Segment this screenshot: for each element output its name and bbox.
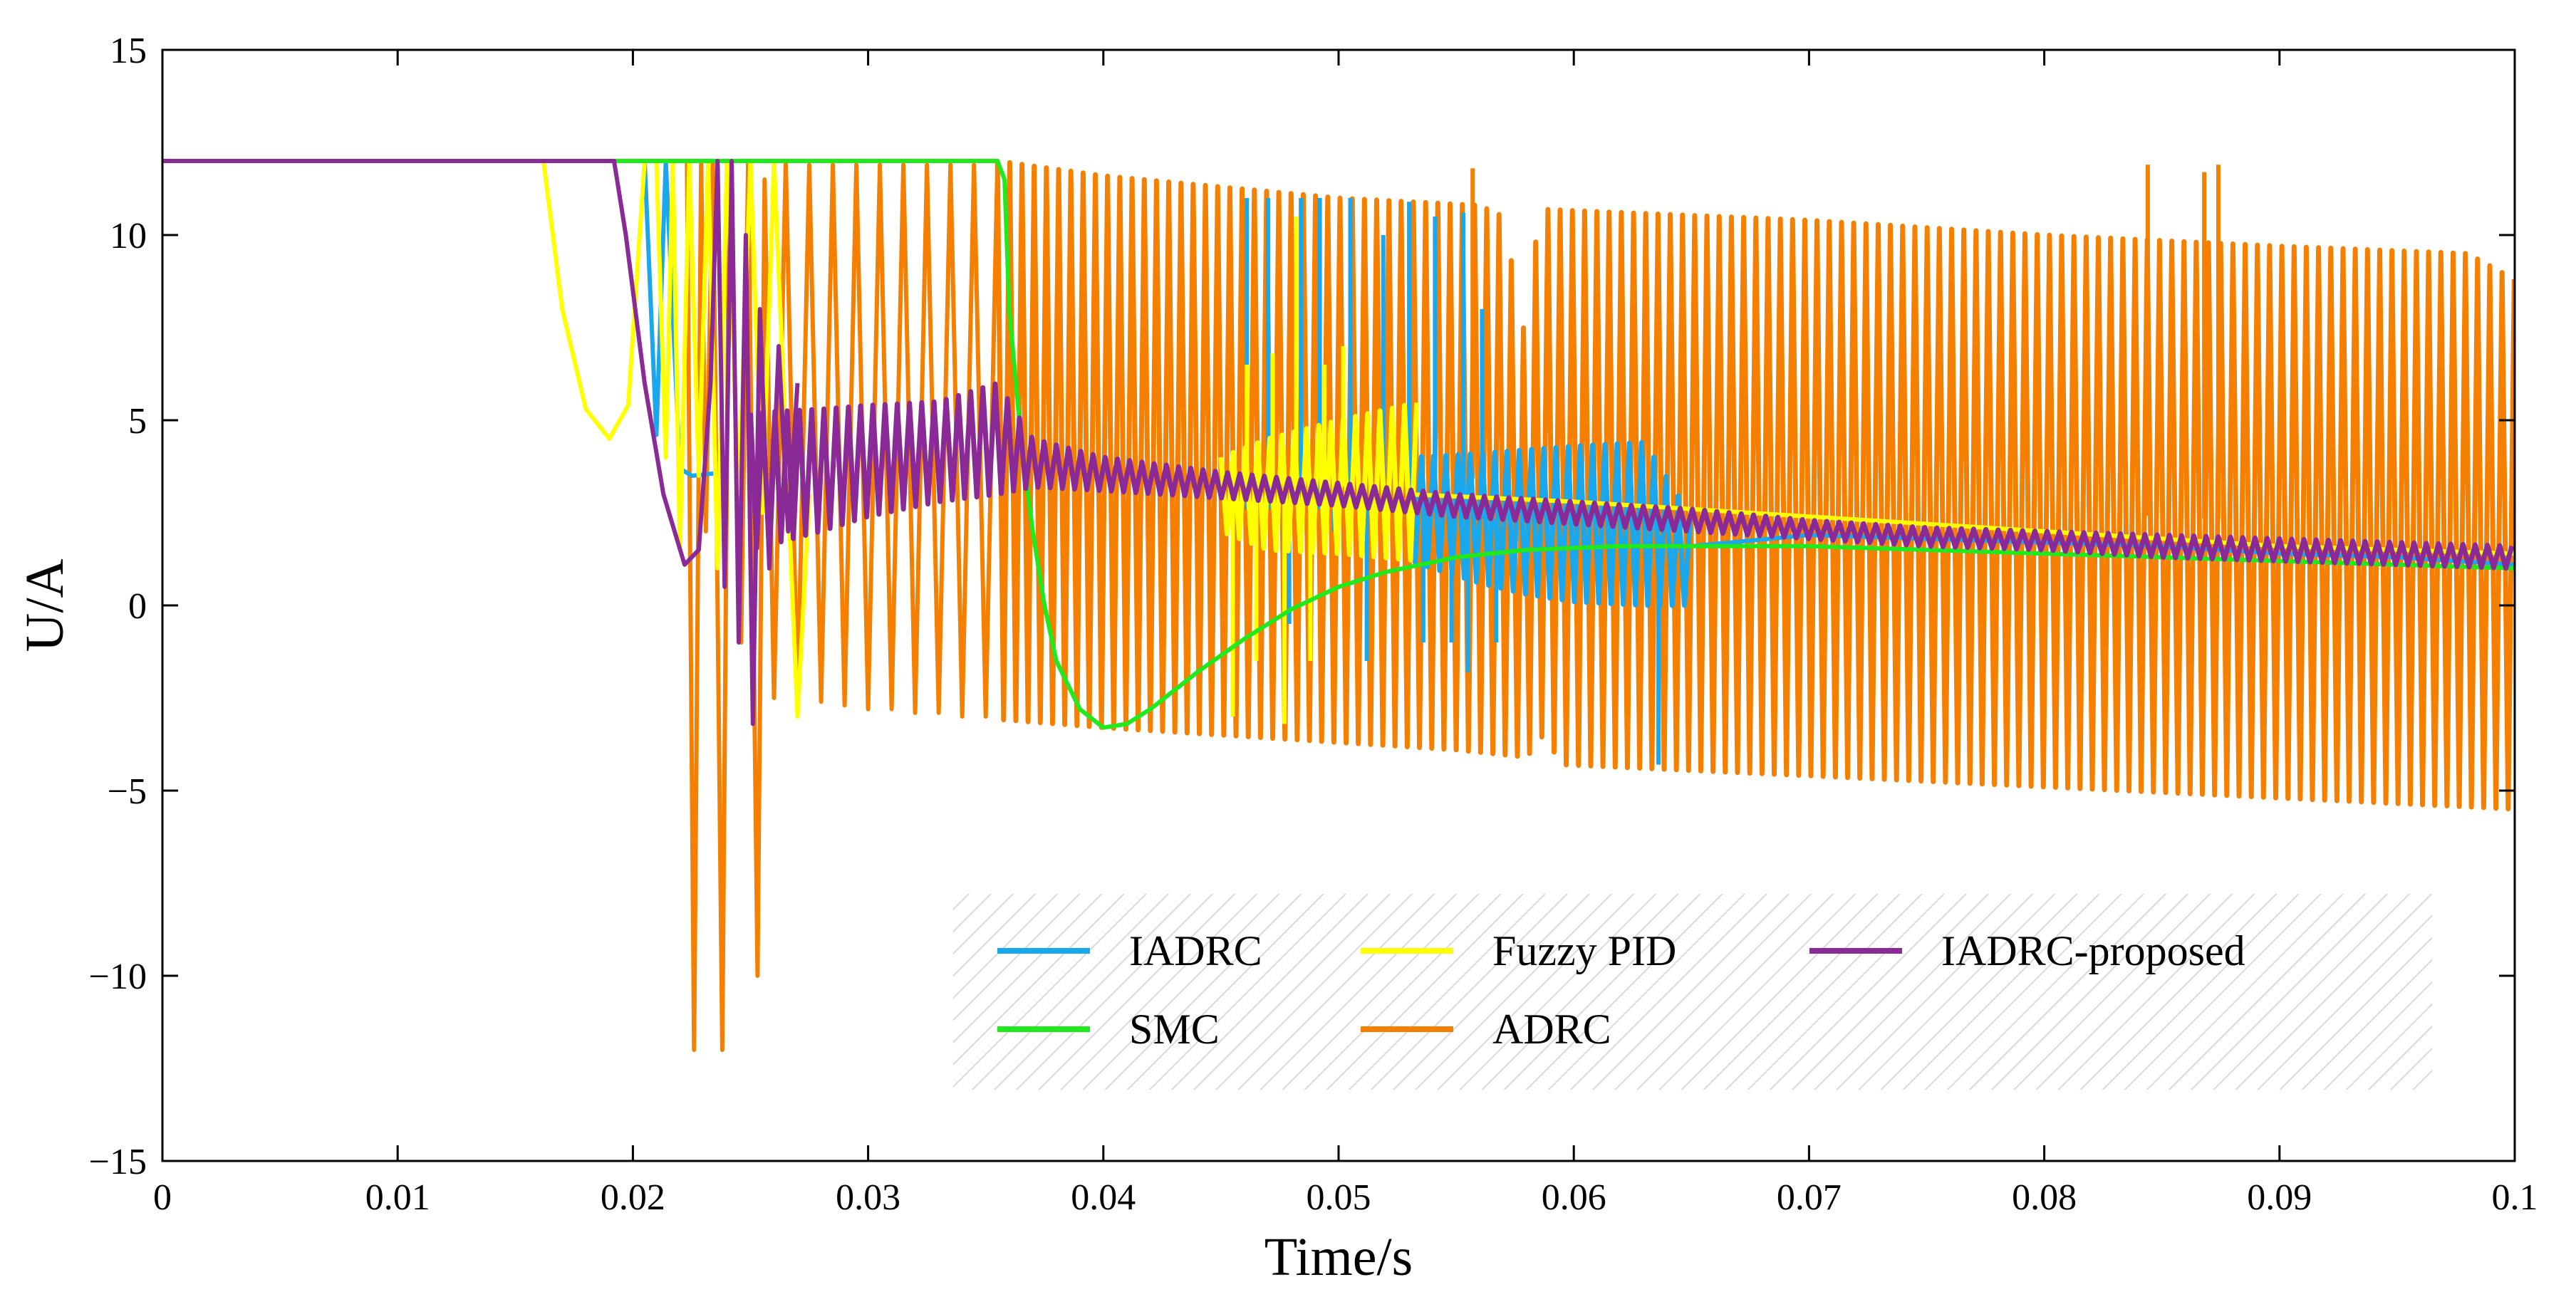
x-tick-label: 0.04 [1071,1177,1136,1218]
legend-label: SMC [1129,1006,1220,1053]
y-axis-title: U/A [15,558,75,652]
legend-item-smc: SMC [997,1006,1220,1053]
y-tick-label: −15 [89,1142,147,1182]
legend-label: ADRC [1492,1006,1611,1053]
y-tick-label: 10 [110,216,147,256]
y-tick-label: 0 [128,586,147,627]
x-tick-label: 0.09 [2247,1177,2312,1218]
x-tick-label: 0.05 [1307,1177,1371,1218]
legend-item-adrc: ADRC [1361,1006,1611,1053]
legend-label: Fuzzy PID [1492,927,1676,974]
x-tick-label: 0.02 [601,1177,665,1218]
x-tick-label: 0.08 [2012,1177,2077,1218]
legend-label: IADRC-proposed [1941,927,2245,974]
legend-box [953,894,2432,1090]
x-axis: 0 0.01 0.02 0.03 0.04 0.05 0.06 0.07 0.08 0.09 0.1 [153,50,2538,1218]
iadrc-proposed-line-segment [162,159,800,726]
x-tick-label: 0.07 [1777,1177,1842,1218]
legend-item-iadrc-proposed: IADRC-proposed [1809,927,2245,974]
series-iadrc-proposed [162,159,2515,726]
legend-item-iadrc: IADRC [997,927,1262,974]
iadrc-proposed-oscillation-band [748,381,2515,571]
adrc-line-segment [162,159,1000,1052]
y-tick-label: 5 [128,401,147,442]
adrc-oscillation-band [994,160,2515,812]
y-tick-label: 15 [110,31,147,71]
fuzzy-pid-oscillation-band [1218,402,1420,563]
x-tick-label: 0 [153,1177,172,1218]
legend-label: IADRC [1129,927,1262,974]
y-tick-label: −10 [89,957,147,997]
x-tick-label: 0.1 [2492,1177,2538,1218]
series-layer [162,159,2515,1052]
legend: IADRC Fuzzy PID IADRC-proposed SMC ADRC [997,927,2245,1053]
y-axis: −15 −10 −5 0 5 10 15 [89,31,2515,1182]
x-tick-label: 0.01 [365,1177,430,1218]
x-tick-label: 0.06 [1542,1177,1606,1218]
legend-item-fuzzy-pid: Fuzzy PID [1361,927,1676,974]
x-tick-label: 0.03 [836,1177,900,1218]
x-axis-title: Time/s [1264,1227,1413,1287]
y-tick-label: −5 [108,771,147,812]
